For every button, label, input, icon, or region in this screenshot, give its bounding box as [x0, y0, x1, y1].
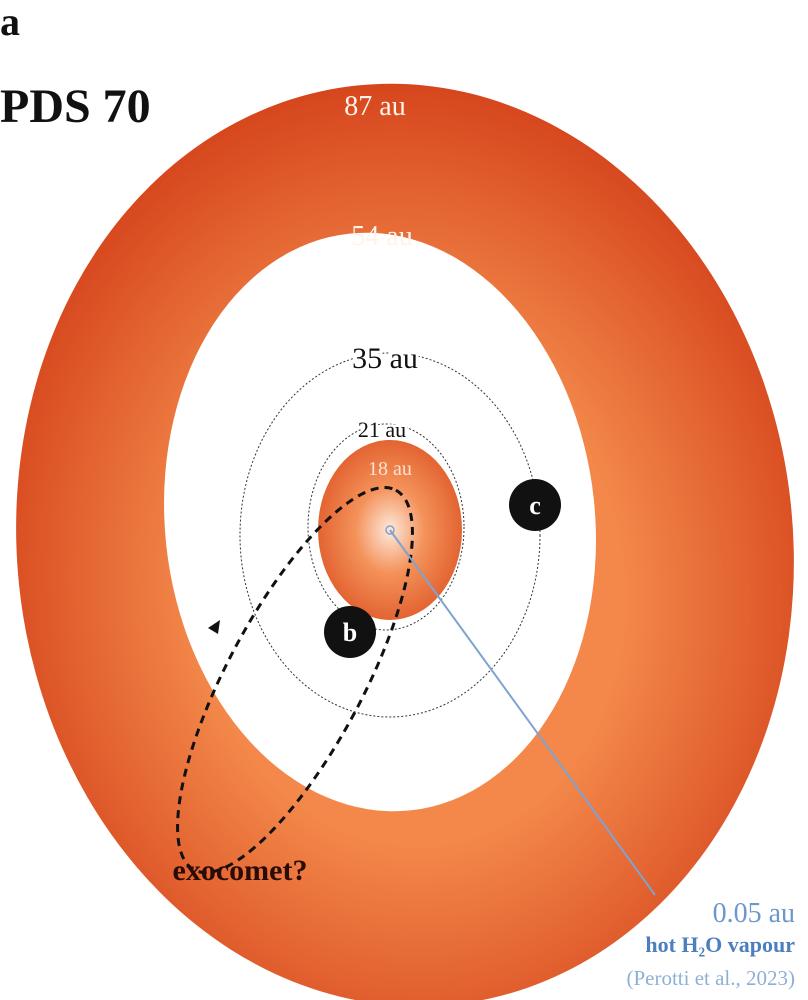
ring-label: 87 au: [344, 91, 405, 122]
pointer-line: [389, 529, 656, 896]
planet-label: c: [529, 491, 541, 520]
comet-label: exocomet?: [173, 854, 308, 887]
orbit-c: [239, 352, 541, 718]
planet-label: b: [343, 618, 357, 647]
water-distance: 0.05 au: [713, 898, 795, 929]
planet-b: [324, 606, 376, 658]
water-reference: (Perotti et al., 2023): [626, 966, 795, 990]
water-label: hot H₂O vapour: [645, 932, 795, 957]
ring-label: 21 au: [358, 417, 406, 442]
star: [385, 525, 395, 535]
title: PDS 70: [0, 80, 151, 133]
orbit-b: [307, 423, 465, 631]
comet-orbit: [176, 486, 414, 874]
panel-letter: a: [0, 0, 20, 44]
ring-label: 18 au: [368, 458, 412, 480]
ring-label: 54 au: [351, 221, 412, 252]
ring-label: 35 au: [352, 342, 418, 375]
planet-c: [509, 479, 561, 531]
comet-arrow: [208, 620, 220, 634]
